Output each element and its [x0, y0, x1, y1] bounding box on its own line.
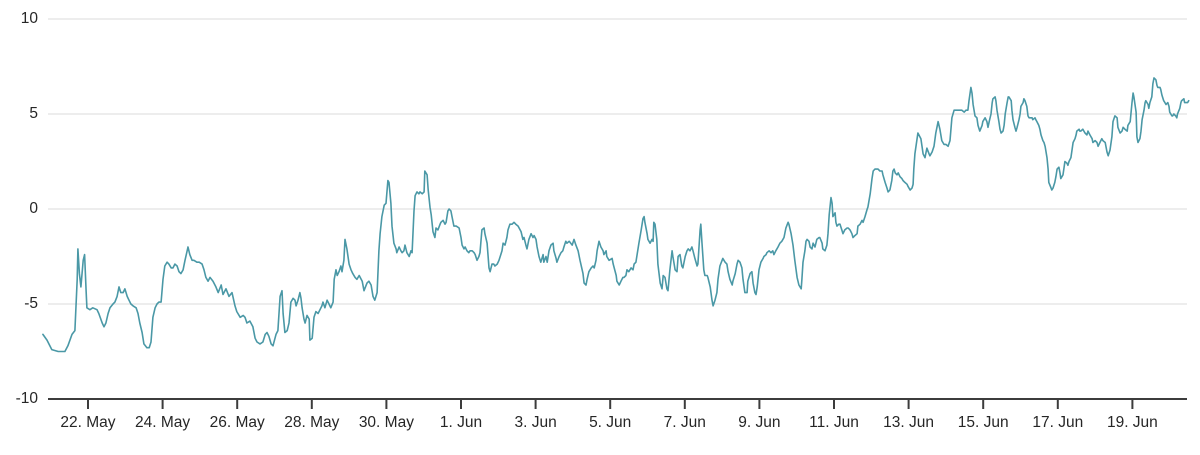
y-axis-label: -10 — [15, 390, 38, 407]
x-axis-label: 5. Jun — [589, 414, 632, 431]
x-axis-label: 3. Jun — [514, 414, 557, 431]
x-axis-label: 15. Jun — [957, 414, 1009, 431]
x-axis-label: 9. Jun — [738, 414, 781, 431]
y-axis-label: 5 — [29, 105, 38, 122]
x-axis-label: 17. Jun — [1032, 414, 1084, 431]
x-axis-label: 19. Jun — [1106, 414, 1158, 431]
y-axis-label: 10 — [20, 10, 38, 27]
x-axis-label: 11. Jun — [809, 414, 859, 431]
x-axis-label: 26. May — [209, 414, 265, 431]
x-axis-label: 24. May — [135, 414, 191, 431]
x-axis-label: 28. May — [284, 414, 340, 431]
x-axis-label: 7. Jun — [663, 414, 706, 431]
series-line — [42, 77, 1190, 353]
x-axis-label: 1. Jun — [439, 414, 483, 431]
x-axis-label: 13. Jun — [883, 414, 935, 431]
y-axis-label: -5 — [24, 295, 38, 312]
y-axis-label: 0 — [29, 200, 38, 217]
x-axis-label: 30. May — [358, 414, 414, 431]
x-axis-label: 22. May — [60, 414, 116, 431]
